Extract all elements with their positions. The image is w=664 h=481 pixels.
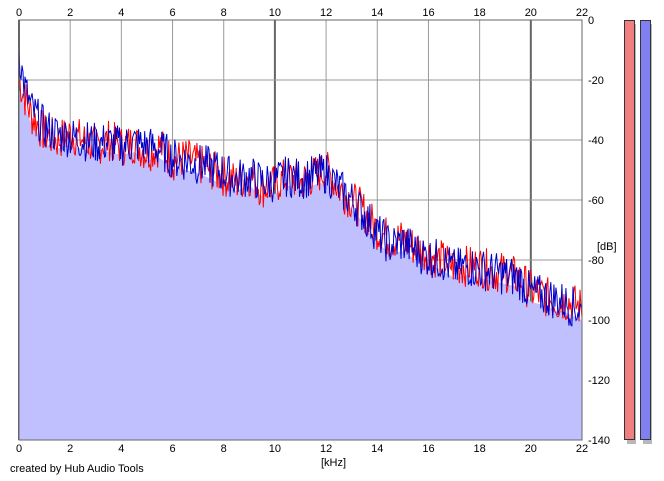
x-tick-label-top: 12 — [320, 7, 332, 19]
x-tick-label-bottom: 20 — [525, 443, 537, 455]
x-tick-label-bottom: 22 — [576, 443, 588, 455]
x-tick-label-bottom: 14 — [371, 443, 383, 455]
y-tick-label: 0 — [588, 15, 594, 27]
x-tick-label-bottom: 16 — [422, 443, 434, 455]
x-tick-label-top: 10 — [269, 7, 281, 19]
y-tick-label: -120 — [588, 375, 610, 387]
y-tick-label: -140 — [588, 435, 610, 447]
x-tick-label-bottom: 8 — [221, 443, 227, 455]
x-tick-label-top: 2 — [67, 7, 73, 19]
footer-credit: created by Hub Audio Tools — [10, 463, 144, 475]
y-tick-label: -80 — [588, 255, 604, 267]
x-tick-label-top: 20 — [525, 7, 537, 19]
y-axis-label: [dB] — [597, 241, 617, 253]
right-level-meter — [640, 20, 651, 440]
y-tick-label: -100 — [588, 315, 610, 327]
x-tick-label-top: 4 — [118, 7, 124, 19]
series-lines — [18, 50, 583, 327]
x-tick-label-top: 8 — [221, 7, 227, 19]
x-tick-label-top: 6 — [169, 7, 175, 19]
x-tick-labels-bottom: 0 2 4 6 8 10 12 14 16 18 20 22 — [16, 443, 588, 455]
x-tick-label-bottom: 0 — [16, 443, 22, 455]
left-level-meter — [624, 20, 635, 440]
x-tick-label-bottom: 6 — [169, 443, 175, 455]
plot-frame — [18, 19, 583, 441]
x-tick-label-top: 18 — [474, 7, 486, 19]
spectrum-area — [19, 89, 582, 440]
x-tick-label-bottom: 2 — [67, 443, 73, 455]
x-tick-label-bottom: 18 — [474, 443, 486, 455]
x-tick-label-bottom: 4 — [118, 443, 124, 455]
y-tick-label: -20 — [588, 75, 604, 87]
x-tick-label-bottom: 10 — [269, 443, 281, 455]
y-tick-labels: 0 -20 -40 -60 -80 -100 -120 -140 — [588, 15, 610, 447]
series-line-blue — [18, 50, 583, 327]
x-tick-label-top: 0 — [16, 7, 22, 19]
x-axis-label: [kHz] — [321, 457, 347, 469]
y-tick-label: -60 — [588, 195, 604, 207]
x-tick-label-bottom: 12 — [320, 443, 332, 455]
x-tick-labels-top: 0 2 4 6 8 10 12 14 16 18 20 22 — [16, 7, 588, 19]
spectrum-fill — [19, 89, 582, 440]
y-tick-label: -40 — [588, 135, 604, 147]
x-tick-label-top: 22 — [576, 7, 588, 19]
x-tick-label-top: 16 — [422, 7, 434, 19]
x-tick-label-top: 14 — [371, 7, 383, 19]
